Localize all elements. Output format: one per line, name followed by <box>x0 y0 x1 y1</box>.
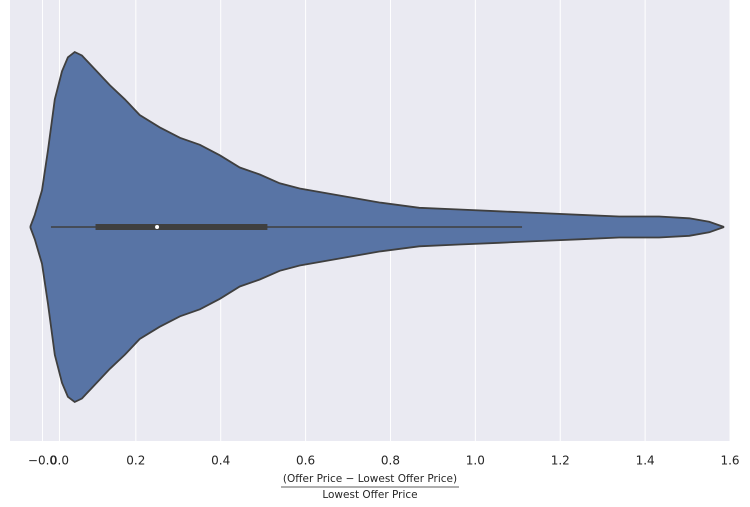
x-tick-label: 0.2 <box>126 454 145 468</box>
x-tick-label: 1.0 <box>466 454 485 468</box>
x-tick-label: 0.0 <box>50 454 69 468</box>
x-tick-label: 1.2 <box>551 454 570 468</box>
x-tick-label: 0.8 <box>381 454 400 468</box>
x-tick-label: 1.6 <box>720 454 739 468</box>
violin-outline <box>29 226 725 404</box>
violin-outline <box>29 50 725 228</box>
x-tick-label: −0.0 <box>28 454 57 468</box>
violin-half-fill <box>30 227 725 402</box>
x-tick-label: 0.6 <box>296 454 315 468</box>
x-label-numerator: (Offer Price − Lowest Offer Price) <box>283 473 457 485</box>
x-label-denominator: Lowest Offer Price <box>322 489 417 501</box>
violin-half-fill <box>30 52 725 227</box>
x-tick-label: 1.4 <box>636 454 655 468</box>
median <box>155 225 160 229</box>
x-tick-label: 0.4 <box>211 454 230 468</box>
